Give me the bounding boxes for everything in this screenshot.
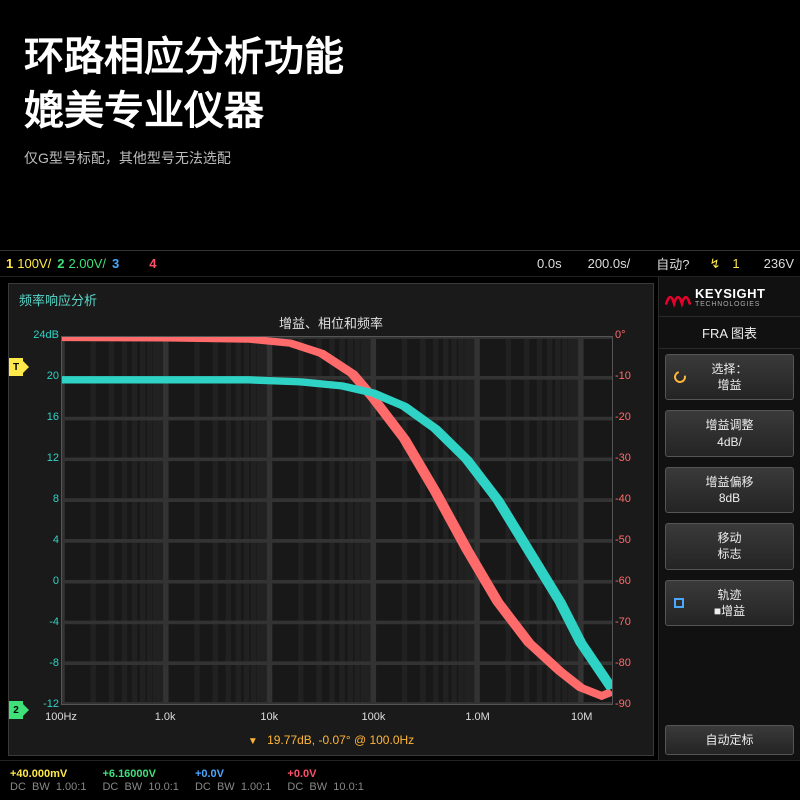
time-position[interactable]: 0.0s [537,256,562,271]
ch2-marker: 2 [9,701,23,719]
brand-tag: TECHNOLOGIES [695,301,765,308]
gain-tick: 16 [17,411,59,423]
freq-tick: 10k [260,711,278,723]
side-menu: KEYSIGHT TECHNOLOGIES FRA 图表 选择：增益增益调整4d… [658,277,800,760]
menu-item-0[interactable]: 选择：增益 [665,354,794,400]
gain-tick: -4 [17,616,59,628]
menu-item-1[interactable]: 增益调整4dB/ [665,410,794,456]
brand: KEYSIGHT TECHNOLOGIES [659,277,800,317]
keysight-logo-icon [665,284,691,310]
gain-tick: 4 [17,534,59,546]
gain-tick: -8 [17,657,59,669]
brand-name: KEYSIGHT [695,286,765,301]
freq-tick: 100Hz [45,711,77,723]
status-ch4[interactable]: +0.0V DC BW 10.0:1 [287,768,363,793]
gain-tick: 12 [17,452,59,464]
cursor-readout: 19.77dB, -0.07° @ 100.0Hz [248,733,414,747]
trigger-level[interactable]: 236V [764,256,794,271]
freq-tick: 1.0M [465,711,489,723]
chart-title: 增益、相位和频率 [9,313,653,332]
hero-subtitle: 仅G型号标配，其他型号无法选配 [24,148,776,168]
time-div[interactable]: 200.0s/ [588,256,631,271]
trigger-marker-t: T [9,358,23,376]
phase-tick: 0° [615,329,645,341]
panel-title: 频率响应分析 [9,284,653,311]
phase-tick: -10 [615,370,645,382]
menu-item-3[interactable]: 移动标志 [665,523,794,569]
menu-item-5[interactable]: 自动定标 [665,725,794,755]
freq-tick: 1.0k [155,711,176,723]
status-ch1[interactable]: +40.000mV DC BW 1.00:1 [10,768,86,793]
ch4-indicator[interactable]: 4 [149,256,156,271]
bode-plot[interactable]: 19.77dB, -0.07° @ 100.0Hz -12-8-40481216… [17,336,645,751]
phase-tick: -20 [615,411,645,423]
freq-tick: 10M [571,711,592,723]
phase-tick: -70 [615,616,645,628]
side-menu-title: FRA 图表 [659,317,800,349]
ch3-indicator[interactable]: 3 [112,256,119,271]
gain-tick: 8 [17,493,59,505]
hero: 环路相应分析功能 媲美专业仪器 仅G型号标配，其他型号无法选配 [0,0,800,176]
box-icon [674,598,684,608]
fra-panel: 频率响应分析 增益、相位和频率 19.77dB, -0.07° @ 100.0H… [8,283,654,756]
phase-tick: -90 [615,698,645,710]
menu-item-2[interactable]: 增益偏移8dB [665,467,794,513]
status-ch2[interactable]: +6.16000V DC BW 10.0:1 [102,768,178,793]
ch1-indicator[interactable]: 1 100V/ [6,256,51,271]
trigger-edge-icon[interactable]: ↯ [709,256,720,272]
status-ch3[interactable]: +0.0V DC BW 1.00:1 [195,768,271,793]
freq-tick: 100k [362,711,386,723]
trigger-source[interactable]: 1 [732,256,739,271]
channel-bar: 1 100V/ 2 2.00V/ 3 4 0.0s 200.0s/ 自动? ↯ … [0,251,800,277]
gain-tick: 0 [17,575,59,587]
oscilloscope-screen: 1 100V/ 2 2.00V/ 3 4 0.0s 200.0s/ 自动? ↯ … [0,250,800,800]
phase-tick: -60 [615,575,645,587]
hero-title: 环路相应分析功能 媲美专业仪器 [24,30,776,138]
status-bar: +40.000mV DC BW 1.00:1 +6.16000V DC BW 1… [0,760,800,800]
ch2-indicator[interactable]: 2 2.00V/ [57,256,106,271]
phase-tick: -80 [615,657,645,669]
trigger-mode[interactable]: 自动? [656,254,689,273]
menu-item-4[interactable]: 轨迹■增益 [665,580,794,626]
gain-tick: 24dB [17,329,59,341]
phase-tick: -40 [615,493,645,505]
phase-tick: -50 [615,534,645,546]
phase-tick: -30 [615,452,645,464]
